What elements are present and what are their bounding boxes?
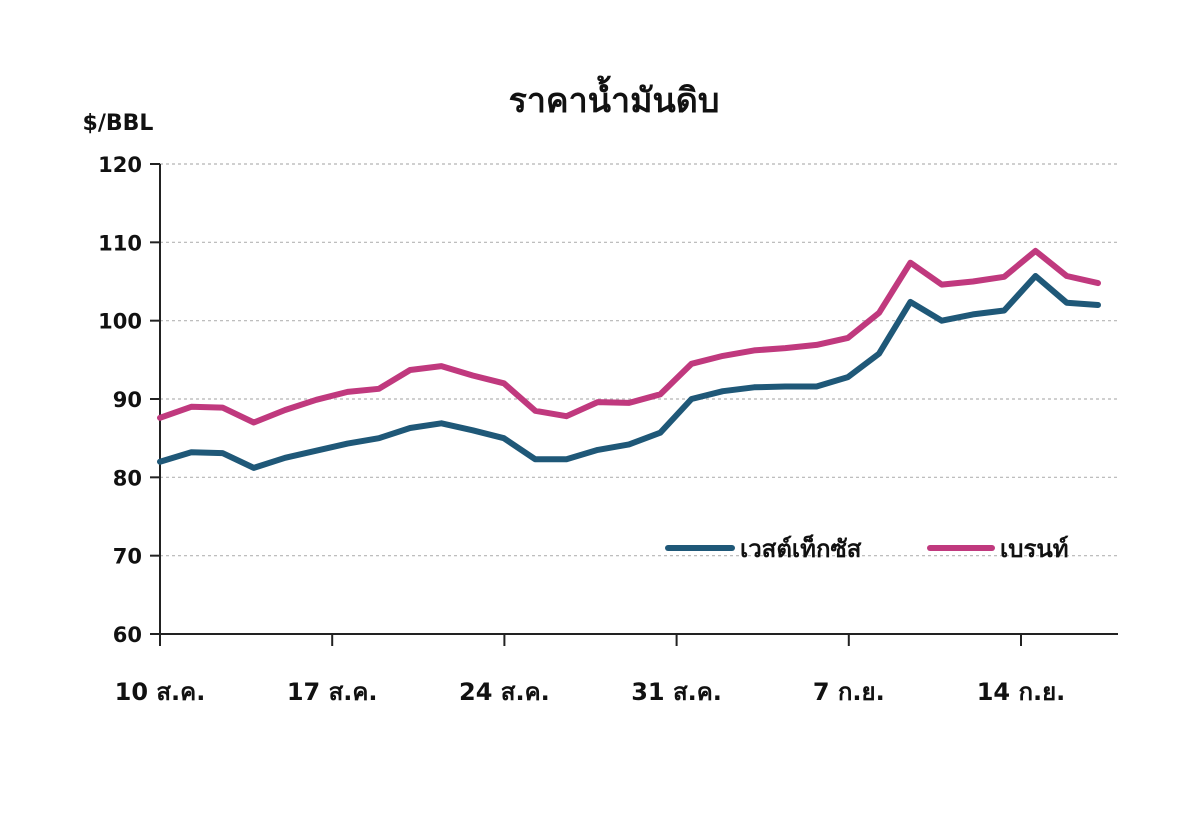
legend: เวสต์เท็กซัส เบรนท์: [665, 534, 1069, 563]
y-tick-label: 110: [98, 231, 142, 255]
x-tick-label: 10 ส.ค.: [115, 678, 206, 706]
x-tick-label: 7 ก.ย.: [813, 678, 885, 706]
x-tick-label: 24 ส.ค.: [459, 678, 550, 706]
y-tick-label: 60: [113, 623, 142, 647]
y-tick-label: 120: [98, 153, 142, 177]
y-tick-label: 100: [98, 310, 142, 334]
gridlines: [160, 163, 1118, 557]
x-tick-label: 17 ส.ค.: [287, 678, 378, 706]
y-tick-label: 70: [113, 545, 142, 569]
series-line-wti: [157, 273, 1101, 471]
legend-label: เวสต์เท็กซัส: [740, 534, 862, 563]
series-line-brent: [157, 247, 1101, 426]
y-axis-unit-label: $/BBL: [83, 111, 154, 136]
legend-label: เบรนท์: [1000, 535, 1069, 563]
series-lines: [157, 247, 1101, 471]
x-tick-label: 14 ก.ย.: [977, 678, 1066, 706]
axes: [150, 163, 1118, 646]
y-axis-ticks: 60 70 80 90 100 110 120: [98, 153, 142, 647]
chart-title: ราคาน้ำมันดิบ: [509, 75, 720, 121]
y-tick-label: 80: [113, 466, 142, 490]
x-axis-ticks: 10 ส.ค. 17 ส.ค. 24 ส.ค. 31 ส.ค. 7 ก.ย. 14 ก.ย…: [115, 678, 1066, 706]
y-tick-label: 90: [113, 388, 142, 412]
x-tick-label: 31 ส.ค.: [631, 678, 722, 706]
